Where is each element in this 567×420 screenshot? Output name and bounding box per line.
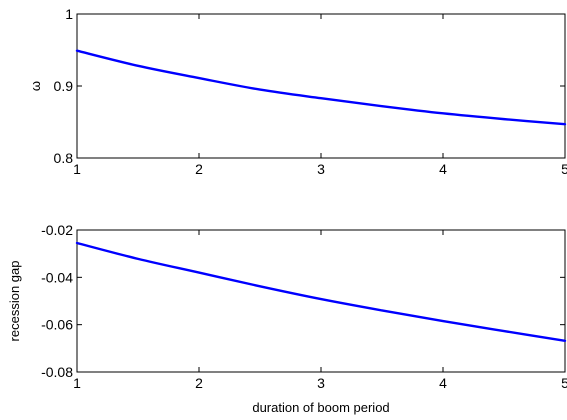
x-tick-labels: 1 2 3 4 5 — [73, 161, 567, 177]
x-tick-label: 1 — [73, 161, 81, 177]
y-tick-label: 0.9 — [54, 78, 74, 94]
plot-frame — [76, 229, 566, 373]
y-tick-label: -0.06 — [41, 317, 73, 333]
omega-panel: 1 2 3 4 5 0.8 0.9 1 ω — [28, 6, 567, 177]
x-tick-label: 3 — [317, 161, 325, 177]
x-tick-label: 3 — [317, 375, 325, 391]
y-tick-label: 0.8 — [54, 150, 74, 166]
y-tick-labels: 0.8 0.9 1 — [54, 6, 74, 166]
x-tick-label: 2 — [195, 161, 203, 177]
axis-ticks — [76, 13, 566, 159]
x-tick-label: 1 — [73, 375, 81, 391]
y-tick-label: -0.02 — [41, 222, 73, 238]
y-tick-labels: -0.08 -0.06 -0.04 -0.02 — [41, 222, 73, 380]
series-line — [75, 241, 567, 342]
x-tick-label: 2 — [195, 375, 203, 391]
x-tick-label: 4 — [439, 375, 447, 391]
x-tick-labels: 1 2 3 4 5 — [73, 375, 567, 391]
y-tick-label: -0.04 — [41, 269, 73, 285]
axis-ticks — [76, 229, 566, 373]
y-axis-label: recession gap — [7, 261, 22, 342]
x-tick-label: 5 — [561, 161, 567, 177]
y-axis-label: ω — [28, 81, 43, 91]
x-tick-label: 4 — [439, 161, 447, 177]
recession-gap-panel: 1 2 3 4 5 -0.08 -0.06 -0.04 -0.02 recession gap… — [7, 222, 567, 415]
x-axis-label: duration of boom period — [252, 400, 389, 415]
y-tick-label: 1 — [65, 6, 73, 22]
x-tick-label: 5 — [561, 375, 567, 391]
plot-frame — [76, 13, 566, 159]
series-line — [75, 49, 567, 126]
y-tick-label: -0.08 — [41, 364, 73, 380]
